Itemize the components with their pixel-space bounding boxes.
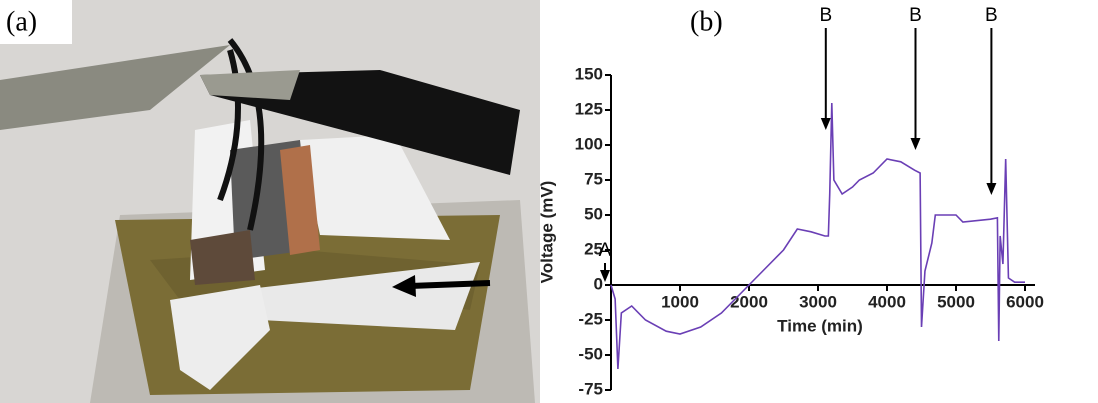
- panel-label: (a): [6, 6, 37, 37]
- x-tick-label: 1000: [661, 292, 699, 311]
- annotation: B: [909, 5, 922, 26]
- annotation-arrowhead: [820, 118, 831, 130]
- photo: (a): [0, 0, 540, 403]
- x-tick-label: 2000: [730, 292, 768, 311]
- x-tick-label: 3000: [799, 292, 837, 311]
- y-tick-label: -25: [578, 309, 603, 328]
- y-tick-label: 75: [584, 169, 603, 188]
- x-axis-title: Time (min): [777, 316, 863, 335]
- x-tick-label: 5000: [937, 292, 975, 311]
- y-tick-label: 0: [594, 274, 603, 293]
- y-tick-label: 50: [584, 204, 603, 223]
- y-tick-label: 100: [575, 134, 603, 153]
- annotation: B: [819, 5, 832, 26]
- data-line: [610, 102, 1025, 370]
- y-tick-label: 125: [575, 99, 603, 118]
- chart: (b) -75 -50 -25 0 25 50 75 100 125 150 1000 2000 3000…: [537, 5, 1043, 398]
- annotation-arrowhead: [910, 138, 921, 150]
- y-tick-label: 150: [575, 64, 603, 83]
- x-tick-label: 6000: [1006, 292, 1044, 311]
- x-tick-label: 4000: [868, 292, 906, 311]
- annotation-arrowhead: [986, 183, 997, 195]
- annotation: A: [599, 240, 612, 261]
- y-tick-label: -50: [578, 344, 603, 363]
- panel-label: (b): [690, 6, 723, 37]
- y-tick-label: -75: [578, 379, 603, 398]
- y-tick-label: 25: [584, 239, 603, 258]
- y-axis-title: Voltage (mV): [537, 181, 556, 284]
- annotation: B: [985, 5, 998, 26]
- annotation-arrowhead: [600, 270, 610, 282]
